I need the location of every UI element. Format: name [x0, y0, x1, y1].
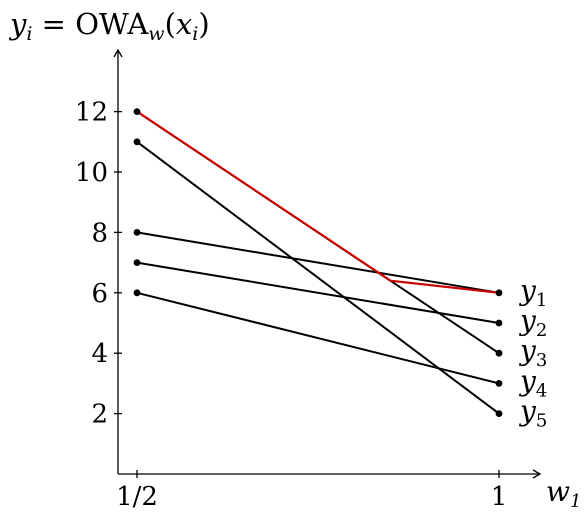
data-point-y2 — [495, 319, 503, 327]
y-title-lhs: y — [8, 7, 27, 41]
data-point-y1 — [133, 229, 141, 236]
series-label-y5: y5 — [518, 395, 547, 432]
y-axis-title: yi = OWAw(xi) — [8, 7, 210, 45]
y-tick-label: 4 — [91, 339, 108, 369]
y-tick-label: 12 — [75, 98, 108, 128]
series-label-y4: y4 — [518, 364, 547, 401]
y-title-lhs-sub: i — [26, 23, 32, 45]
y-title-op-sub: w — [148, 23, 164, 45]
data-point-y1 — [495, 289, 503, 297]
series-line-y1 — [136, 231, 500, 294]
y-tick-label: 10 — [75, 158, 108, 188]
y-title-arg: x — [176, 7, 192, 41]
y-tick-label: 2 — [91, 400, 108, 430]
y-title-arg-sub: i — [192, 23, 198, 45]
data-point-y4 — [133, 289, 141, 297]
series-line-y2 — [136, 261, 500, 324]
y-tick-label: 8 — [91, 218, 108, 248]
x-axis-title: w1 — [546, 475, 581, 512]
data-point-y2 — [133, 259, 141, 266]
x-title-main: w — [546, 475, 570, 508]
data-point-y5 — [495, 410, 503, 417]
series-label-y2: y2 — [518, 304, 547, 341]
series-line-y4 — [136, 291, 500, 385]
x-title-sub: 1 — [570, 491, 581, 512]
series-label-y3: y3 — [518, 334, 547, 371]
data-point-y4 — [495, 380, 503, 387]
y-tick-label: 6 — [91, 279, 108, 309]
series-line-y5 — [136, 141, 500, 415]
data-point-y5 — [133, 138, 141, 146]
data-point-y3 — [133, 108, 141, 115]
series-label-y1: y1 — [518, 274, 547, 311]
highlight-envelope-line — [136, 110, 500, 294]
y-title-eq: = OWA — [32, 7, 149, 41]
data-point-y3 — [495, 349, 503, 357]
x-tick-label: 1/2 — [116, 482, 158, 512]
y-title-open: ( — [165, 7, 176, 41]
y-title-close: ) — [198, 7, 209, 41]
x-tick-label: 1 — [491, 482, 508, 512]
